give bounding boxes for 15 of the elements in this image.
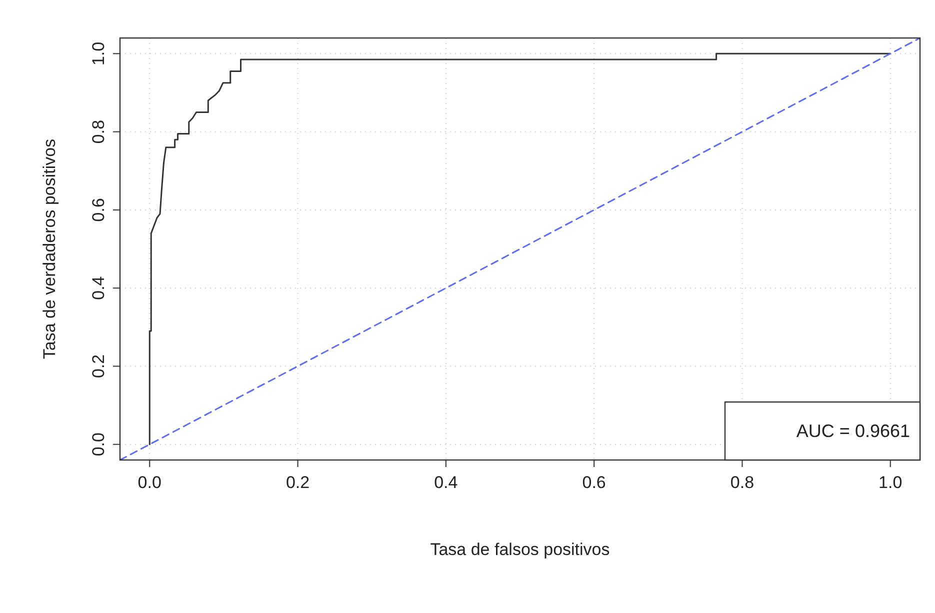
y-axis-title: Tasa de verdaderos positivos (40, 138, 59, 360)
x-tick-label: 0.0 (138, 473, 162, 492)
annotation: AUC = 0.9661 (796, 421, 910, 441)
y-tick-label: 0.4 (89, 276, 108, 300)
x-tick-label: 0.6 (582, 473, 606, 492)
y-tick-label: 0.0 (89, 432, 108, 456)
x-axis-title: Tasa de falsos positivos (430, 540, 610, 559)
y-tick-label: 1.0 (89, 42, 108, 66)
y-tick-label: 0.6 (89, 198, 108, 222)
y-tick-label: 0.8 (89, 120, 108, 144)
x-tick-label: 1.0 (878, 473, 902, 492)
x-tick-label: 0.2 (286, 473, 310, 492)
y-tick-label: 0.2 (89, 354, 108, 378)
x-tick-label: 0.4 (434, 473, 458, 492)
x-tick-label: 0.8 (730, 473, 754, 492)
